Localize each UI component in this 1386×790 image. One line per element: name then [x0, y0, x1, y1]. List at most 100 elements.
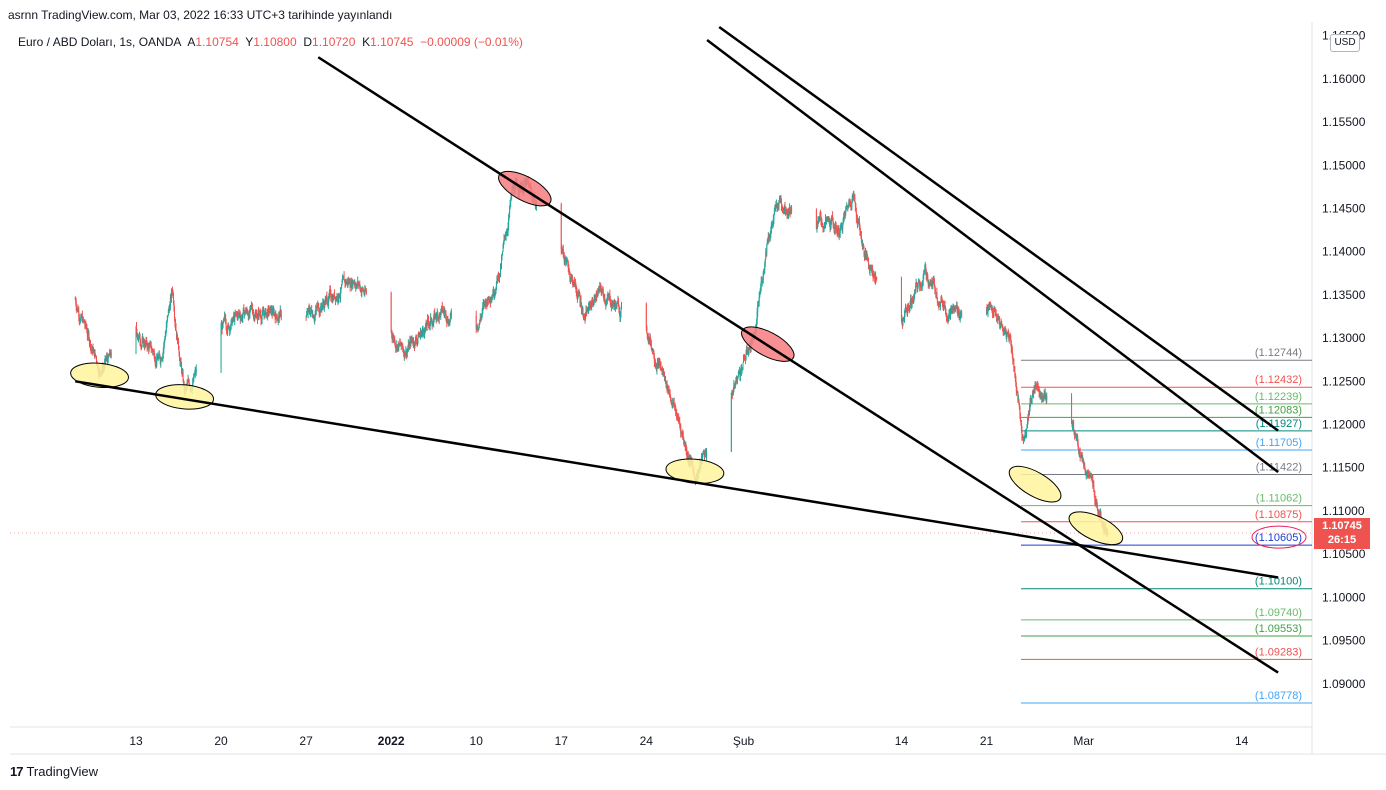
candle-body — [87, 332, 89, 337]
candle-body — [444, 311, 446, 313]
candle-body — [483, 301, 485, 305]
candle-body — [945, 311, 947, 316]
candle-body — [327, 304, 329, 306]
currency-badge[interactable]: USD — [1330, 34, 1360, 52]
candle-body — [1018, 403, 1020, 408]
candle-body — [823, 228, 825, 231]
candle-body — [760, 281, 762, 287]
candle-body — [1035, 382, 1037, 387]
candle-body — [139, 333, 141, 338]
candle-body — [1025, 433, 1027, 435]
candle-body — [1044, 392, 1046, 397]
candle-body — [487, 298, 489, 301]
candle-body — [912, 299, 914, 302]
candle-body — [420, 330, 422, 335]
candle-body — [488, 297, 490, 301]
candle-body — [988, 306, 990, 308]
price-tick-label: 1.13500 — [1322, 288, 1366, 302]
candle-body — [266, 312, 268, 314]
candle-body — [1021, 437, 1023, 439]
candle-body — [1042, 396, 1044, 402]
candle-body — [310, 309, 312, 314]
price-axis[interactable]: 1.165001.160001.155001.150001.145001.140… — [1322, 29, 1366, 691]
candle-body — [762, 272, 764, 281]
candle-body — [1011, 348, 1013, 349]
candle-body — [857, 220, 859, 222]
candle-body — [195, 370, 197, 373]
candle-body — [108, 355, 110, 357]
candle-body — [394, 343, 396, 347]
candle-body — [1032, 392, 1034, 395]
candle-body — [772, 219, 774, 222]
candle-body — [162, 354, 164, 359]
candle-body — [160, 359, 162, 360]
candle-body — [306, 312, 308, 315]
candle-body — [871, 268, 873, 272]
candle-body — [407, 349, 409, 352]
candle-body — [856, 218, 858, 220]
candle-body — [917, 286, 919, 288]
candle-body — [602, 290, 604, 295]
candle-body — [999, 321, 1001, 326]
candle-body — [414, 342, 416, 347]
candle-body — [1001, 323, 1003, 329]
candle-body — [364, 289, 366, 291]
candle-body — [427, 318, 429, 323]
candle-body — [478, 326, 480, 330]
candle-body — [746, 348, 748, 355]
candle-body — [159, 353, 161, 358]
candle-body — [839, 227, 841, 234]
candle-body — [74, 299, 76, 301]
candle-body — [143, 340, 145, 343]
candle-body — [835, 225, 837, 229]
time-axis[interactable]: 13 20 27 2022 10 17 24 Şub 14 21 Mar 14 — [129, 734, 1248, 748]
candle-body — [440, 312, 442, 316]
candle-body — [673, 402, 675, 406]
candle-body — [1097, 512, 1099, 514]
candle-body — [1096, 505, 1098, 509]
candle-body — [954, 307, 956, 310]
candle-body — [736, 377, 738, 381]
level-label: (1.09553) — [1255, 623, 1302, 635]
candle-body — [78, 311, 80, 317]
candle-body — [840, 227, 842, 229]
candle-body — [600, 285, 602, 289]
time-tick-label: 14 — [895, 734, 909, 748]
candle-body — [842, 219, 844, 225]
candle-body — [768, 237, 770, 239]
candle-body — [222, 324, 224, 330]
candle-body — [1020, 422, 1022, 431]
candle-body — [1037, 383, 1039, 388]
change-value: −0.00009 (−0.01%) — [420, 35, 523, 49]
candle-body — [617, 300, 619, 302]
candle-body — [1018, 399, 1020, 404]
candle-body — [914, 290, 916, 292]
candle-body — [106, 356, 108, 360]
candle-body — [1015, 386, 1017, 392]
symbol-label[interactable]: Euro / ABD Doları, 1s, OANDA — [18, 35, 182, 49]
candle-body — [1010, 340, 1012, 349]
candle-body — [776, 203, 778, 208]
candle-body — [493, 293, 495, 295]
candle-body — [484, 301, 486, 302]
open-label: A — [187, 35, 196, 49]
candle-body — [90, 348, 92, 350]
candle-body — [226, 326, 228, 332]
candle-body — [105, 358, 107, 360]
candle-body — [491, 297, 493, 299]
candle-body — [871, 266, 873, 272]
candle-body — [787, 211, 789, 216]
candle-body — [1034, 389, 1036, 392]
candle-body — [1010, 339, 1012, 341]
candle-body — [744, 357, 746, 360]
candle-body — [486, 305, 488, 306]
tradingview-logo[interactable]: 17 TradingView — [10, 764, 98, 779]
candle-body — [88, 332, 90, 340]
candle-body — [82, 318, 84, 322]
candle-body — [837, 233, 839, 234]
candle-body — [831, 218, 833, 221]
candle-body — [860, 233, 862, 236]
candle-body — [136, 329, 138, 335]
candle-body — [953, 307, 955, 310]
